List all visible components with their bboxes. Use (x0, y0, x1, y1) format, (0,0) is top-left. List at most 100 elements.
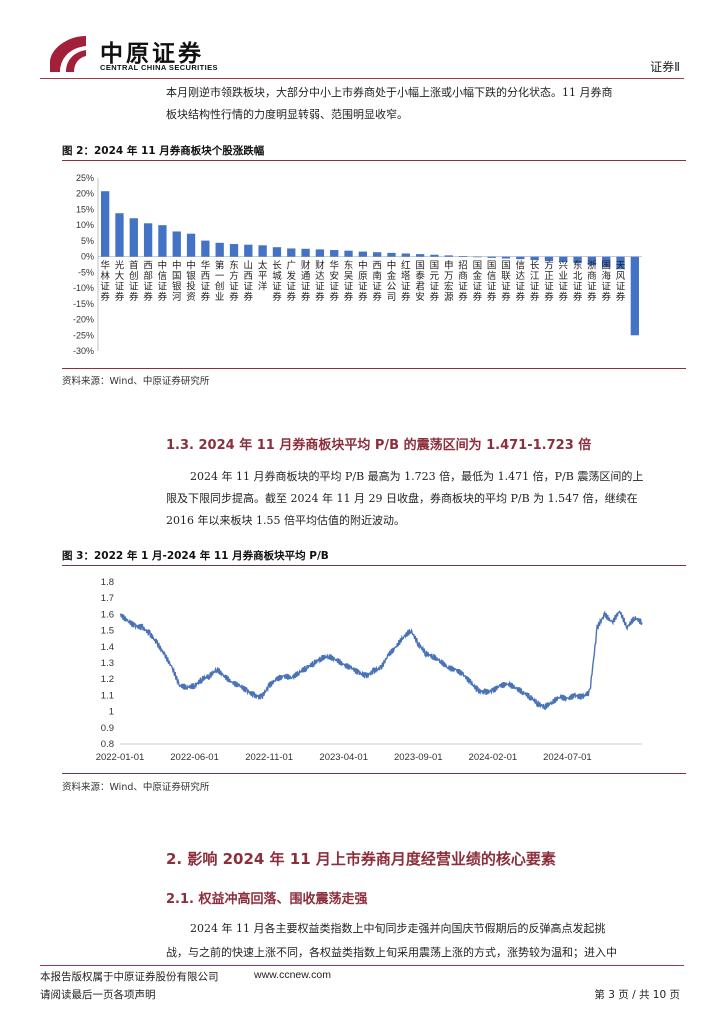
fig3-title: 图 3：2022 年 1 月-2024 年 11 月券商板块平均 P/B (62, 550, 329, 562)
category-label-char: 东 (229, 260, 239, 272)
category-label-char: 安 (329, 270, 339, 282)
category-label-char: 山 (244, 261, 254, 272)
category-label-char: 券 (516, 291, 526, 303)
fig3-bottom-rule (62, 773, 686, 774)
category-label-char: 券 (530, 291, 540, 303)
category-label-char: 原 (358, 271, 368, 282)
category-label-char: 国 (487, 261, 497, 272)
y-tick-label: -10% (73, 283, 94, 293)
y-tick-label: 5% (81, 236, 94, 246)
category-label-char: 大 (115, 270, 125, 282)
category-label-char: 证 (473, 282, 483, 293)
category-label-char: 长 (530, 260, 540, 272)
section-2-1-paragraph: 2024 年 11 月各主要权益类指数上中旬同步走强并向国庆节假期后的反弹高点发… (190, 918, 688, 940)
category-label-char: 创 (215, 281, 225, 293)
category-label-char: 证 (358, 282, 368, 293)
section-1-3-title: 1.3. 2024 年 11 月券商板块平均 P/B 的震荡区间为 1.471-… (166, 438, 592, 453)
category-label-char: 平 (258, 271, 268, 282)
footer-page-number: 第 3 页 / 共 10 页 (594, 989, 680, 1001)
section-1-3-line-3: 2016 年以来板块 1.55 倍平均估值的附近波动。 (166, 514, 405, 527)
category-label-char: 中 (158, 260, 168, 272)
bar (544, 256, 554, 262)
y-tick-label: 20% (76, 189, 94, 199)
category-label-char: 吴 (344, 271, 354, 282)
category-label-char: 首 (129, 260, 139, 272)
category-label-char: 证 (573, 282, 583, 293)
category-label-char: 商 (587, 270, 597, 282)
y-tick-label: 0% (81, 252, 94, 262)
y-tick-label: 1.3 (101, 658, 114, 669)
category-label-char: 国 (172, 271, 182, 282)
category-label-char: 证 (559, 282, 569, 293)
y-tick-label: 1.4 (101, 642, 114, 653)
bar (458, 256, 468, 257)
bar (373, 252, 382, 257)
y-tick-label: 1.8 (101, 577, 114, 588)
category-label-char: 券 (229, 291, 239, 303)
bar (387, 252, 396, 257)
section-1-3-paragraph: 2024 年 11 月券商板块的平均 P/B 最高为 1.723 倍，最低为 1… (190, 466, 688, 488)
category-label-char: 招 (458, 260, 468, 272)
bar (401, 253, 410, 257)
category-label-char: 证 (315, 282, 325, 293)
category-label-char: 兴 (559, 261, 569, 272)
bar (473, 256, 482, 258)
category-label-char: 券 (329, 291, 339, 303)
category-label-char: 券 (372, 291, 382, 303)
category-label-char: 中 (358, 260, 368, 272)
category-label-char: 华 (329, 260, 339, 272)
bar (415, 254, 425, 257)
category-label-char: 券 (587, 291, 597, 303)
bar (287, 248, 296, 257)
category-label-char: 证 (458, 282, 468, 293)
category-label-char: 券 (487, 291, 497, 303)
bar (559, 256, 568, 262)
bar (229, 244, 239, 257)
bar (516, 256, 525, 260)
bar (587, 256, 597, 266)
bar (272, 247, 282, 257)
y-tick-label: -5% (78, 267, 94, 277)
intro-line-2: 板块结构性行情的力度明显转弱、范围明显收窄。 (166, 108, 408, 121)
category-label-char: 证 (244, 282, 254, 293)
category-label-char: 券 (287, 291, 297, 303)
category-label-char: 广 (287, 260, 297, 272)
bar (201, 240, 210, 257)
category-label-char: 东 (344, 260, 354, 272)
category-label-char: 创 (129, 270, 139, 282)
logo-mark-icon (50, 36, 86, 72)
category-label-char: 司 (387, 292, 397, 303)
category-label-char: 证 (501, 282, 511, 293)
y-tick-label: 10% (76, 220, 94, 230)
fig2-title: 图 2：2024 年 11 月券商板块个股涨跌幅 (62, 145, 265, 157)
section-2-1-line-2: 战，与之前的快速上涨不同，各权益类指数上旬采用震荡上涨的方式，涨势较为温和；进入… (166, 946, 617, 959)
category-label-char: 证 (272, 282, 282, 293)
bar (315, 249, 325, 257)
category-label-char: 一 (215, 271, 225, 282)
category-label-char: 券 (544, 291, 554, 303)
category-label-char: 商 (458, 270, 468, 282)
footer-copyright: 本报告版权属于中原证券股份有限公司 (40, 971, 219, 983)
category-label-char: 信 (487, 270, 497, 282)
category-label-char: 银 (172, 281, 182, 293)
category-label-char: 信 (516, 260, 526, 272)
fig2-top-rule (62, 160, 686, 161)
fig3-source: 资料来源：Wind、中原证券研究所 (62, 782, 210, 793)
section-1-3-line-2: 限及下限同步提高。截至 2024 年 11 月 29 日收盘，券商板块的平均 P… (166, 492, 638, 505)
bar (115, 213, 124, 257)
bar (129, 218, 138, 257)
bar (530, 256, 539, 261)
x-tick-label: 2022-01-01 (96, 752, 145, 763)
bar (487, 256, 496, 258)
category-label-char: 长 (272, 260, 282, 272)
category-label-char: 西 (201, 271, 211, 282)
category-label-char: 源 (444, 292, 454, 303)
category-label-char: 通 (301, 271, 311, 282)
footer-website[interactable]: www.ccnew.com (254, 969, 332, 981)
bar (602, 256, 611, 268)
category-label-char: 证 (344, 282, 354, 293)
bar (158, 225, 167, 257)
y-tick-label: 1 (109, 707, 114, 718)
category-label-char: 达 (516, 270, 526, 282)
category-label-char: 证 (401, 282, 411, 293)
